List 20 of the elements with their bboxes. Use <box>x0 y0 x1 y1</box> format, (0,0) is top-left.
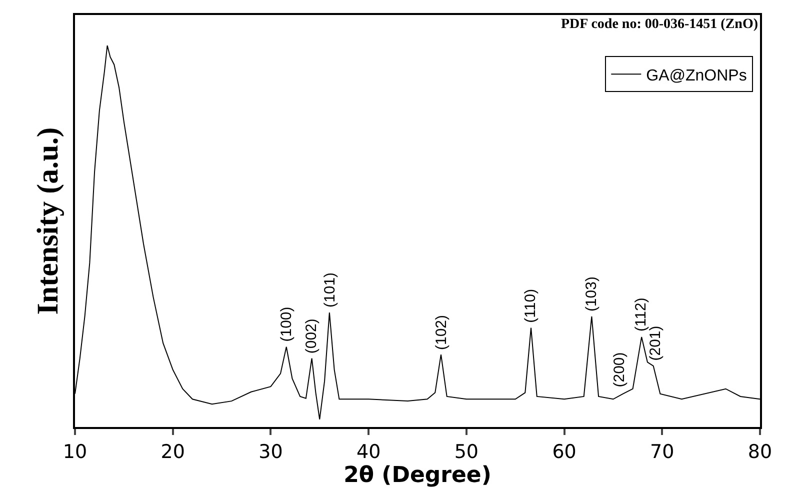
y-axis-title: Intensity (a.u.) <box>32 127 64 315</box>
annotation: (100) <box>278 306 295 342</box>
x-tick-label: 60 <box>552 440 576 463</box>
legend-label: GA@ZnONPs <box>646 67 747 84</box>
annotation: (110) <box>522 288 540 323</box>
x-tick-label: 30 <box>258 440 283 463</box>
x-tick-label: 10 <box>62 440 88 463</box>
annotation: (112) <box>632 298 650 332</box>
x-axis-title: 2θ (Degree) <box>344 462 492 488</box>
x-tick-label: 80 <box>748 440 772 463</box>
text: PDF code no: 00-036-1451 (ZnO) <box>561 17 758 32</box>
x-tick-label: 50 <box>454 440 479 463</box>
x-tick-label: 40 <box>356 440 381 463</box>
annotation: (102) <box>432 314 450 350</box>
annotation: (200) <box>610 352 628 388</box>
x-tick-label: 70 <box>650 440 674 463</box>
annotation: (101) <box>321 272 338 308</box>
annotation: (103) <box>582 276 600 312</box>
annotation: (002) <box>302 318 320 354</box>
x-tick-label: 20 <box>160 440 185 463</box>
